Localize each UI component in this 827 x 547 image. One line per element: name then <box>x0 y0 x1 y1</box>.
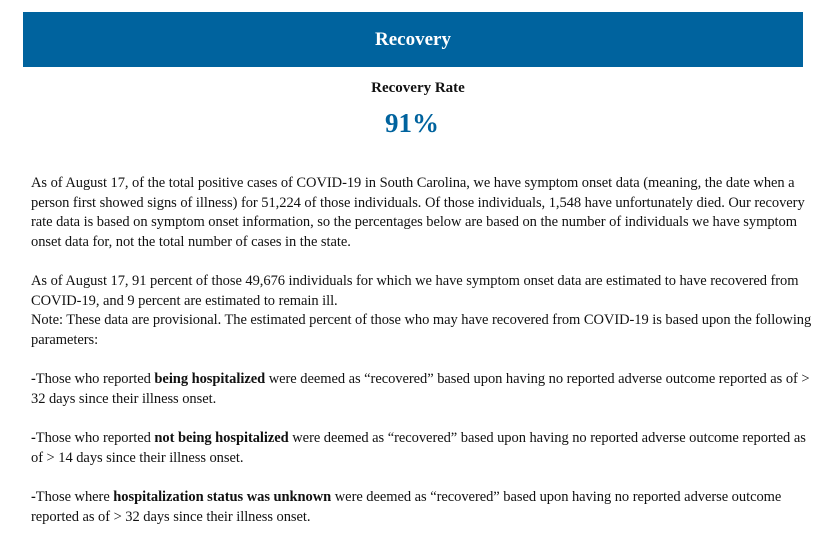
parameter-hospitalized: -Those who reported being hospitalized w… <box>31 370 821 409</box>
parameter-highlight: being hospitalized <box>154 371 266 387</box>
parameter-unknown-status: -Those where hospitalization status was … <box>31 488 821 527</box>
parameter-rest: were deemed as “recovered” based upon ha… <box>31 371 810 407</box>
parameter-rest: were deemed as “recovered” based upon ha… <box>31 489 782 525</box>
recovery-rate-label: Recovery Rate <box>371 80 465 96</box>
parameter-dash: - <box>31 371 36 387</box>
intro-paragraph: As of August 17, of the total positive c… <box>31 175 805 250</box>
parameter-not-hospitalized: -Those who reported not being hospitaliz… <box>31 429 821 468</box>
parameter-dash: - <box>31 489 36 505</box>
parameter-highlight: not being hospitalized <box>154 430 289 446</box>
parameter-highlight: hospitalization status was unknown <box>113 489 332 505</box>
parameter-lead: Those where <box>35 489 114 505</box>
section-banner: Recovery <box>23 12 803 67</box>
recovery-rate-value: 91% <box>385 108 439 138</box>
section-title: Recovery <box>375 29 451 50</box>
recovery-description: As of August 17, of the total positive c… <box>31 174 821 547</box>
estimate-paragraph: As of August 17, 91 percent of those 49,… <box>31 273 799 309</box>
parameter-dash: - <box>31 430 36 446</box>
parameter-lead: Those who reported <box>35 430 155 446</box>
note-paragraph: Note: These data are provisional. The es… <box>31 312 812 348</box>
parameter-rest: were deemed as “recovered” based upon ha… <box>31 430 806 466</box>
parameter-lead: Those who reported <box>35 371 155 387</box>
